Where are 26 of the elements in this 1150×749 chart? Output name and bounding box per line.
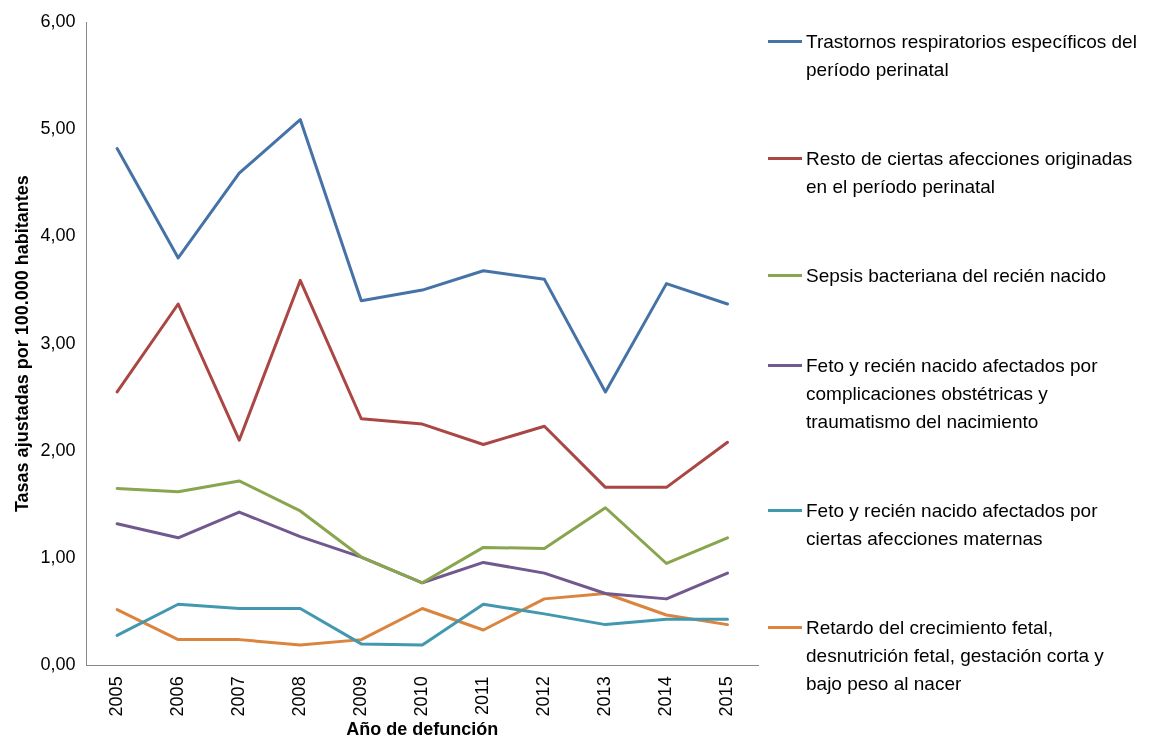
x-tick-label: 2012 xyxy=(533,676,554,717)
x-tick-label: 2005 xyxy=(106,676,127,717)
x-tick-label: 2010 xyxy=(411,676,432,717)
legend-label: Feto y recién nacido afectados por complicaciones obstétricas y traumatismo del nacimiento xyxy=(806,353,1099,434)
x-tick-label: 2015 xyxy=(716,676,737,717)
legend-label: Sepsis bacteriana del recién nacido xyxy=(806,264,1106,289)
legend-label: Resto de ciertas afecciones originadas en el período perinatal xyxy=(806,147,1134,200)
y-axis-title: Tasas ajustadas por 100.000 habitantes xyxy=(11,175,32,513)
legend-label: Feto y recién nacido afectados por ciertas afecciones maternas xyxy=(806,498,1099,551)
legend-label: Retardo del crecimiento fetal, desnutrición fetal, gestación corta y bajo peso al nacer xyxy=(806,615,1105,696)
y-tick-label: 2,00 xyxy=(40,439,76,460)
x-tick-label: 2009 xyxy=(350,676,371,717)
x-tick-label: 2006 xyxy=(167,676,188,717)
x-tick-label: 2014 xyxy=(655,676,676,717)
y-tick-label: 5,00 xyxy=(40,118,76,139)
x-tick-label: 2011 xyxy=(472,676,493,716)
y-tick-label: 3,00 xyxy=(40,332,76,353)
y-tick-label: 6,00 xyxy=(40,10,76,31)
x-tick-label: 2013 xyxy=(594,676,615,717)
x-axis-title: Año de defunción xyxy=(346,719,499,740)
x-tick-label: 2007 xyxy=(228,676,249,717)
legend-label: Trastornos respiratorios específicos del período perinatal xyxy=(806,30,1138,82)
y-tick-label: 4,00 xyxy=(40,225,76,246)
y-tick-label: 0,00 xyxy=(40,654,76,675)
y-tick-label: 1,00 xyxy=(40,547,76,568)
x-tick-label: 2008 xyxy=(289,676,310,717)
